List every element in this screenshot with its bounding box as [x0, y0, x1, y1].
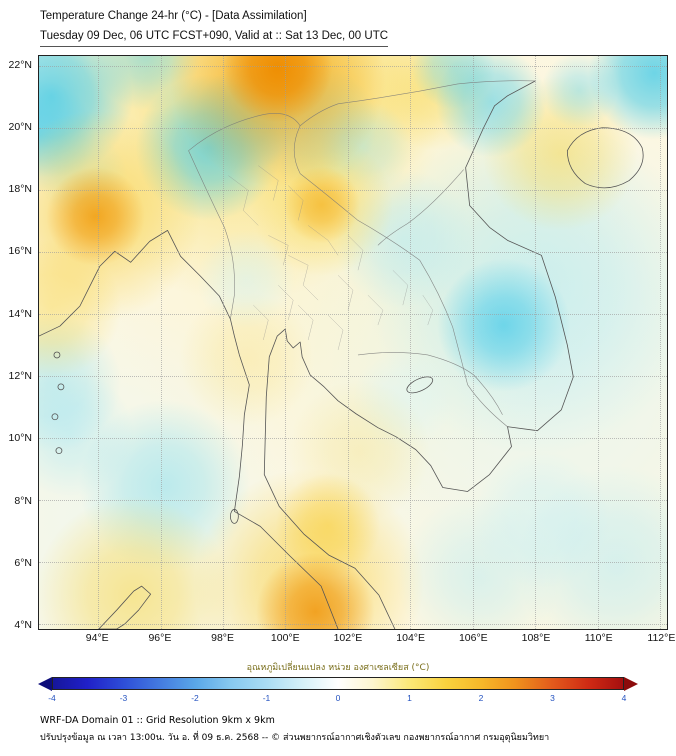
update-credit-info: ปรับปรุงข้อมูล ณ เวลา 13:00น. วัน อ. ที่… [40, 732, 550, 743]
colorbar-left-arrow [38, 676, 52, 691]
forecast-subtitle: Tuesday 09 Dec, 06 UTC FCST+090, Valid a… [40, 28, 389, 47]
latitude-tick-label: 18°N [8, 183, 32, 196]
colorbar-tick-label: 0 [335, 692, 341, 703]
longitude-tick-label: 104°E [396, 631, 426, 644]
latitude-tick-label: 16°N [8, 245, 32, 258]
colorbar-right-arrow [624, 676, 638, 691]
colorbar-tick-label: -3 [119, 692, 128, 703]
longitude-tick-label: 108°E [521, 631, 551, 644]
map-footer: WRF-DA Domain 01 :: Grid Resolution 9km … [40, 715, 676, 744]
colorbar-tick-label: 2 [478, 692, 484, 703]
longitude-tick-label: 96°E [148, 631, 172, 644]
latitude-tick-label: 10°N [8, 432, 32, 445]
colorbar-tick-label: -1 [262, 692, 271, 703]
longitude-tick-label: 102°E [333, 631, 363, 644]
colorbar-ticks: -4 -3 -2 -1 0 1 2 3 4 [48, 692, 627, 705]
latitude-tick-label: 8°N [14, 494, 32, 507]
temperature-anomaly-field [39, 55, 667, 629]
domain-info: WRF-DA Domain 01 :: Grid Resolution 9km … [40, 714, 275, 726]
longitude-tick-label: 110°E [584, 631, 613, 644]
colorbar-tick-label: 4 [621, 692, 627, 703]
latitude-tick-label: 4°N [14, 619, 32, 632]
coastline-layer [39, 80, 644, 629]
latitude-tick-label: 20°N [8, 120, 32, 133]
colorbar: อุณหภูมิเปลี่ยนแปลง หน่วย องศาเซลเซียส (… [38, 660, 638, 705]
latitude-tick-label: 12°N [8, 370, 32, 383]
colorbar-tick-label: -2 [191, 692, 199, 703]
colorbar-label: อุณหภูมิเปลี่ยนแปลง หน่วย องศาเซลเซียส (… [246, 662, 430, 673]
colorbar-tick-label: -4 [48, 692, 56, 703]
latitude-tick-label: 22°N [8, 58, 32, 71]
colorbar-gradient [52, 677, 624, 691]
map-frame [38, 54, 668, 630]
latitude-tick-label: 14°N [8, 307, 32, 320]
latitude-tick-label: 6°N [14, 556, 32, 569]
longitude-axis: 94°E 96°E 98°E 100°E 102°E 104°E 106°E 108°E 110… [38, 630, 676, 646]
longitude-tick-label: 100°E [270, 631, 300, 644]
map-plot: 22°N 20°N 18°N 16°N 14°N 12°N 10°N 8°N 6°N 4°N [9, 54, 668, 631]
longitude-tick-label: 106°E [458, 631, 488, 644]
colorbar-tick-label: 1 [407, 692, 412, 703]
colorbar-tick-label: 3 [550, 692, 555, 703]
map-header: Temperature Change 24-hr (°C) - [Data As… [0, 0, 676, 47]
longitude-tick-label: 98°E [211, 631, 235, 644]
longitude-tick-label: 112°E [647, 631, 676, 644]
longitude-tick-label: 94°E [85, 631, 109, 644]
page-title: Temperature Change 24-hr (°C) - [Data As… [40, 10, 307, 22]
latitude-axis: 22°N 20°N 18°N 16°N 14°N 12°N 10°N 8°N 6°N 4°N [0, 55, 34, 632]
